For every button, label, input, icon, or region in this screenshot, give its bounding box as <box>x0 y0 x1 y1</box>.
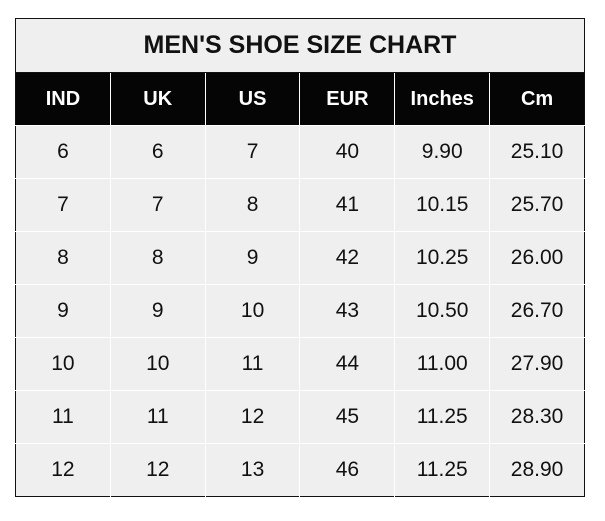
table-cell-eur: 45 <box>299 390 395 444</box>
table-cell-cm: 26.70 <box>489 284 585 338</box>
table-cell-us: 7 <box>204 125 300 179</box>
table-cell-inches: 10.25 <box>394 231 490 285</box>
table-cell-uk: 8 <box>109 231 206 285</box>
column-header-eur: EUR <box>299 72 395 126</box>
table-row: 12 12 13 46 11.25 28.90 <box>15 443 585 497</box>
table-cell-us: 11 <box>204 337 300 391</box>
column-header-inches: Inches <box>394 72 490 126</box>
table-cell-inches: 11.00 <box>394 337 490 391</box>
table-cell-eur: 42 <box>299 231 395 285</box>
table-cell-us: 8 <box>204 178 300 232</box>
table-cell-ind: 11 <box>15 390 111 444</box>
table-cell-uk: 12 <box>109 443 206 497</box>
table-cell-cm: 26.00 <box>489 231 585 285</box>
table-cell-uk: 9 <box>109 284 206 338</box>
table-cell-inches: 11.25 <box>394 443 490 497</box>
table-cell-uk: 6 <box>109 125 206 179</box>
table-body: 6 6 7 40 9.90 25.10 7 7 8 41 10.15 25.70 8 8 9 42 10.25 2… <box>15 125 585 497</box>
table-row: 6 6 7 40 9.90 25.10 <box>15 125 585 179</box>
column-header-ind: IND <box>15 72 111 126</box>
table-cell-ind: 7 <box>15 178 111 232</box>
table-cell-ind: 8 <box>15 231 111 285</box>
table-row: 10 10 11 44 11.00 27.90 <box>15 337 585 391</box>
table-cell-eur: 44 <box>299 337 395 391</box>
table-cell-inches: 10.50 <box>394 284 490 338</box>
table-row: 7 7 8 41 10.15 25.70 <box>15 178 585 232</box>
table-cell-us: 10 <box>204 284 300 338</box>
table-row: 8 8 9 42 10.25 26.00 <box>15 231 585 285</box>
table-cell-cm: 28.90 <box>489 443 585 497</box>
table-cell-cm: 28.30 <box>489 390 585 444</box>
table-cell-inches: 11.25 <box>394 390 490 444</box>
column-header-us: US <box>204 72 300 126</box>
table-cell-uk: 7 <box>109 178 206 232</box>
table-cell-eur: 46 <box>299 443 395 497</box>
table-cell-eur: 43 <box>299 284 395 338</box>
table-cell-us: 13 <box>204 443 300 497</box>
table-cell-cm: 25.70 <box>489 178 585 232</box>
table-cell-uk: 11 <box>109 390 206 444</box>
table-cell-ind: 6 <box>15 125 111 179</box>
table-cell-eur: 40 <box>299 125 395 179</box>
shoe-size-table: MEN'S SHOE SIZE CHART IND UK US EUR Inches Cm… <box>15 18 585 497</box>
table-row: 9 9 10 43 10.50 26.70 <box>15 284 585 338</box>
table-cell-ind: 10 <box>15 337 111 391</box>
table-cell-uk: 10 <box>109 337 206 391</box>
header-row: IND UK US EUR Inches Cm <box>15 72 585 126</box>
table-row: 11 11 12 45 11.25 28.30 <box>15 390 585 444</box>
table-cell-cm: 25.10 <box>489 125 585 179</box>
table-cell-ind: 12 <box>15 443 111 497</box>
table-cell-us: 9 <box>204 231 300 285</box>
table-cell-eur: 41 <box>299 178 395 232</box>
table-cell-inches: 10.15 <box>394 178 490 232</box>
table-cell-us: 12 <box>204 390 300 444</box>
column-header-uk: UK <box>109 72 206 126</box>
table-cell-ind: 9 <box>15 284 111 338</box>
table-cell-inches: 9.90 <box>394 125 490 179</box>
table-cell-cm: 27.90 <box>489 337 585 391</box>
column-header-cm: Cm <box>489 72 585 126</box>
table-title: MEN'S SHOE SIZE CHART <box>15 18 585 73</box>
